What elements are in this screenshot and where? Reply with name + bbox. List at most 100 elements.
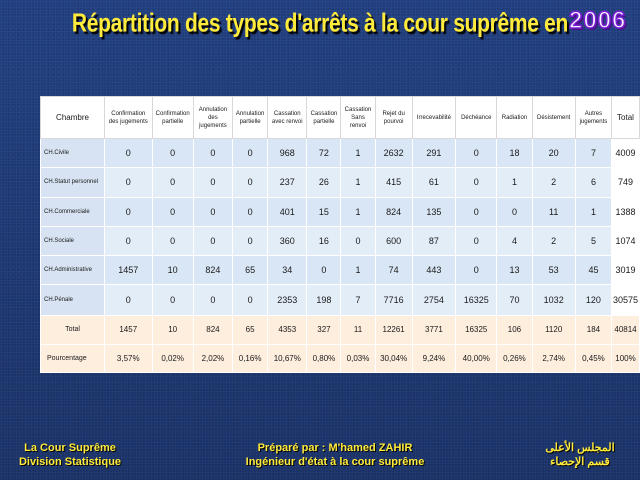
table-cell: 198 [306, 284, 342, 316]
table-cell: 10 [151, 314, 194, 345]
table-row: Pourcentage 3,57% 0,02% 2,02% 0,16% 10,67% 0,8… [39, 343, 640, 374]
header-cell: Confirmation des jugements [104, 96, 153, 139]
table-cell: 0 [104, 196, 153, 227]
table-cell: 65 [232, 314, 269, 345]
header-cell: Irrecevabilité [411, 96, 457, 139]
table-cell: 72 [306, 137, 342, 169]
table-cell: 0 [455, 254, 498, 286]
table-cell: 600 [374, 225, 413, 257]
slide-year: 2006 [568, 6, 627, 35]
table-cell: 0 [455, 196, 498, 227]
table-cell: 74 [374, 254, 413, 286]
table-cell: 34 [267, 254, 308, 286]
table-cell: 120 [574, 284, 613, 316]
stats-table: Chambre Confirmation des jugements Confi… [39, 96, 640, 374]
table-cell: 0 [306, 254, 342, 286]
table-cell: 40,00% [455, 343, 498, 374]
table-cell: 0 [192, 167, 234, 198]
row-total-cell: 1074 [611, 225, 640, 257]
table-cell: 0 [151, 284, 194, 316]
table-cell: 10,67% [267, 343, 308, 374]
row-total-cell: 749 [611, 167, 640, 198]
header-cell: Annulation partielle [232, 96, 269, 139]
table-cell: 18 [496, 137, 533, 169]
table-cell: 1 [340, 167, 376, 198]
table-cell: 2,02% [192, 343, 234, 374]
table-cell: 70 [496, 284, 533, 316]
table-cell: 0 [232, 225, 269, 257]
table-cell: 0 [151, 137, 194, 169]
table-cell: 9,24% [411, 343, 457, 374]
table-cell: 1032 [531, 284, 576, 316]
table-cell: 0 [151, 167, 194, 198]
table-row: CH.Civile 0 0 0 0 968 72 1 2632 291 0 18 20 7 4009 [39, 137, 640, 169]
table-cell: 0,03% [340, 343, 376, 374]
table-cell: 0 [151, 196, 194, 227]
table-cell: 16325 [455, 284, 498, 316]
table-cell: 1 [340, 137, 376, 169]
table-cell: 0 [496, 196, 533, 227]
table-cell: 0 [232, 284, 269, 316]
table-cell: 30,04% [374, 343, 413, 374]
row-label: CH.Administrative [39, 254, 106, 286]
table-cell: 0 [455, 167, 498, 198]
table-row: CH.Administrative 1457 10 824 65 34 0 1 74 443 0 13… [39, 254, 640, 286]
table-row: CH.Statut personnel 0 0 0 0 237 26 1 415 61 0 1 2 6 74… [39, 167, 640, 198]
table-cell: 0 [455, 137, 498, 169]
footer-right: المجلس الأعلى قسم الإحصاء [520, 441, 640, 469]
header-cell: Annulation des jugements [192, 96, 234, 139]
footer-right-line1: المجلس الأعلى [545, 442, 615, 454]
row-total-cell: 30575 [611, 284, 640, 316]
table-cell: 401 [267, 196, 308, 227]
table-cell: 45 [574, 254, 613, 286]
header-cell: Cassation avec renvoi [267, 96, 308, 139]
table-cell: 16 [306, 225, 342, 257]
table-cell: 7 [340, 284, 376, 316]
header-cell: Radiation [496, 96, 533, 139]
table-row: CH.Sociale 0 0 0 0 360 16 0 600 87 0 4 2 5 1074 [39, 225, 640, 257]
table-cell: 11 [340, 314, 376, 345]
table-cell: 2 [531, 167, 576, 198]
row-label: CH.Sociale [39, 225, 106, 257]
table-cell: 65 [232, 254, 269, 286]
table-cell: 53 [531, 254, 576, 286]
table-cell: 1 [340, 196, 376, 227]
table-cell: 16325 [455, 314, 498, 345]
footer-left: La Cour Suprême Division Statistique [0, 441, 140, 469]
table-cell: 13 [496, 254, 533, 286]
table-cell: 968 [267, 137, 308, 169]
table-cell: 0 [232, 137, 269, 169]
row-label: CH.Civile [39, 137, 106, 169]
table-cell: 0 [104, 137, 153, 169]
table-cell: 824 [374, 196, 413, 227]
table-cell: 2632 [374, 137, 413, 169]
table-cell: 360 [267, 225, 308, 257]
header-cell: Cassation partielle [306, 96, 342, 139]
header-cell: Rejet du pourvoi [374, 96, 413, 139]
table-cell: 824 [192, 314, 234, 345]
table-cell: 0 [192, 196, 234, 227]
table-cell: 0 [232, 167, 269, 198]
table-cell: 2353 [267, 284, 308, 316]
table-cell: 0 [104, 284, 153, 316]
table-cell: 0 [104, 167, 153, 198]
table-cell: 237 [267, 167, 308, 198]
header-cell: Déchéance [455, 96, 498, 139]
table-cell: 184 [574, 314, 613, 345]
table-cell: 5 [574, 225, 613, 257]
table-cell: 1120 [531, 314, 576, 345]
table-cell: 0,16% [232, 343, 269, 374]
table-cell: 87 [411, 225, 457, 257]
footer-center: Préparé par : M'hamed ZAHIR Ingénieur d'… [200, 441, 470, 469]
row-total-cell: 3019 [611, 254, 640, 286]
table-cell: 3,57% [104, 343, 153, 374]
table-cell: 443 [411, 254, 457, 286]
table-cell: 1 [340, 254, 376, 286]
table-cell: 1457 [104, 314, 153, 345]
table-cell: 1 [496, 167, 533, 198]
table-cell: 1457 [104, 254, 153, 286]
table-cell: 0 [192, 137, 234, 169]
row-total-cell: 1388 [611, 196, 640, 227]
header-row: Chambre Confirmation des jugements Confi… [39, 96, 640, 139]
table-cell: 20 [531, 137, 576, 169]
